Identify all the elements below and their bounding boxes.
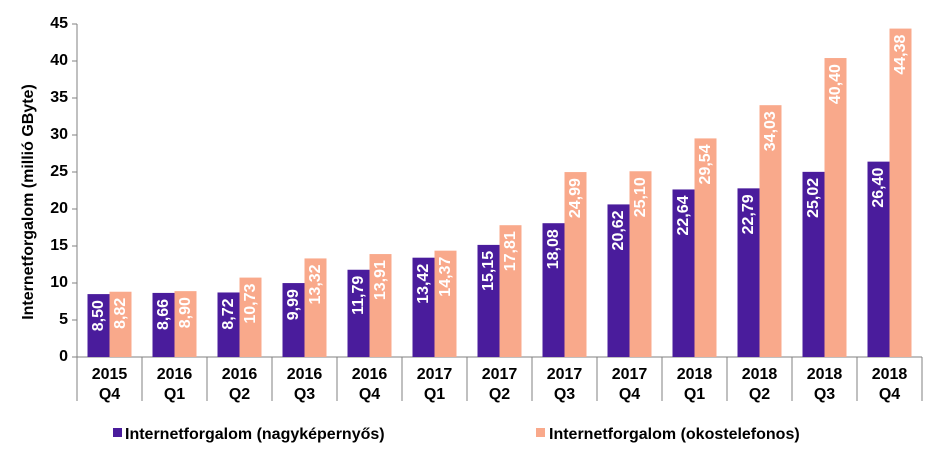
x-tick-label-quarter: Q3 [814,386,835,403]
x-tick-label-year: 2017 [612,366,648,383]
x-tick-label-year: 2017 [417,366,453,383]
bar-okostelefonos [174,291,197,357]
x-tick-label-quarter: Q3 [554,386,575,403]
x-tick-label-year: 2017 [482,366,518,383]
x-tick-label-quarter: Q2 [749,386,770,403]
data-label-nagykepernyos: 8,72 [220,298,237,329]
bar-okostelefonos [499,225,522,357]
x-tick-label-year: 2016 [352,366,388,383]
data-label-okostelefonos: 44,38 [892,34,909,74]
x-axis: 2015 Q4 2016 Q1 2016 Q2 2016 Q3 2016 Q4 2017 Q1 2017… [76,356,923,403]
y-tick-label: 25 [50,163,68,180]
y-tick-label: 35 [50,89,68,106]
x-tick-label-year: 2017 [547,366,583,383]
data-label-nagykepernyos: 25,02 [805,178,822,218]
y-tick-label: 5 [59,311,68,328]
x-tick-label-quarter: Q4 [359,386,380,403]
bar-nagykepernyos [217,292,240,357]
data-label-okostelefonos: 10,73 [242,284,259,324]
x-tick-label-year: 2018 [677,366,713,383]
bar-nagykepernyos [867,161,890,357]
legend-swatch-nagykepernyos [113,428,122,437]
data-label-nagykepernyos: 22,79 [740,194,757,234]
legend-label-nagykepernyos: Internetforgalom (nagyképernyős) [125,426,385,443]
data-label-okostelefonos: 34,03 [762,111,779,151]
data-label-okostelefonos: 25,10 [632,177,649,217]
x-tick-label-quarter: Q4 [619,386,640,403]
data-label-okostelefonos: 14,37 [437,257,454,297]
bar-nagykepernyos [672,189,695,357]
bar-okostelefonos [629,171,652,357]
x-tick-label-year: 2016 [287,366,323,383]
x-tick-label-quarter: Q2 [229,386,250,403]
data-label-nagykepernyos: 11,79 [350,276,367,315]
y-axis: 0 5 10 15 20 25 30 35 40 45 [50,15,78,365]
bar-nagykepernyos [737,188,760,357]
y-tick-label: 0 [59,348,68,365]
data-label-nagykepernyos: 22,64 [675,195,692,235]
bar-nagykepernyos [802,171,825,357]
bar-okostelefonos [564,172,587,357]
data-label-okostelefonos: 40,40 [827,64,844,104]
data-label-nagykepernyos: 9,99 [285,289,302,320]
y-axis-title: Internetforgalom (millió GByte) [20,84,37,320]
data-label-okostelefonos: 13,91 [372,260,389,300]
bar-nagykepernyos [282,283,305,357]
data-label-okostelefonos: 24,99 [567,178,584,218]
y-tick-label: 20 [50,200,68,217]
x-tick-label-quarter: Q1 [164,386,185,403]
data-label-nagykepernyos: 15,15 [480,251,497,291]
bar-nagykepernyos [152,292,175,357]
data-label-okostelefonos: 13,32 [307,264,324,304]
y-tick-label: 45 [50,15,68,32]
x-tick-label-quarter: Q4 [99,386,120,403]
bar-okostelefonos [694,138,717,357]
bar-okostelefonos [239,277,262,357]
x-tick-label-year: 2018 [872,366,908,383]
y-tick-label: 15 [50,237,68,254]
bar-okostelefonos [369,254,392,357]
bars [87,28,912,357]
data-label-nagykepernyos: 20,62 [610,210,627,250]
bar-nagykepernyos [477,244,500,357]
bar-nagykepernyos [542,223,565,357]
bar-nagykepernyos [412,257,435,357]
data-label-okostelefonos: 8,82 [112,298,129,329]
x-tick-label-year: 2015 [92,366,128,383]
legend-swatch-okostelefonos [536,428,545,437]
bar-okostelefonos [889,28,912,357]
bar-okostelefonos [759,105,782,357]
y-tick-label: 10 [50,274,68,291]
x-tick-label-quarter: Q2 [489,386,510,403]
data-label-okostelefonos: 29,54 [697,144,714,184]
bar-nagykepernyos [347,269,370,357]
y-tick-label: 40 [50,52,68,69]
x-tick-label-year: 2016 [157,366,193,383]
bar-okostelefonos [304,258,327,357]
data-label-nagykepernyos: 26,40 [870,168,887,208]
data-label-nagykepernyos: 18,08 [545,229,562,269]
bar-nagykepernyos [87,294,110,357]
x-tick-label-year: 2018 [742,366,778,383]
data-label-nagykepernyos: 8,50 [90,300,107,331]
data-label-nagykepernyos: 13,42 [415,264,432,304]
x-tick-label-year: 2016 [222,366,258,383]
x-tick-label-quarter: Q4 [879,386,900,403]
data-label-okostelefonos: 8,90 [177,297,194,328]
bar-okostelefonos [109,291,132,357]
legend-label-okostelefonos: Internetforgalom (okostelefonos) [549,426,800,443]
bar-okostelefonos [434,250,457,357]
x-tick-label-quarter: Q1 [684,386,705,403]
bar-nagykepernyos [607,204,630,357]
x-tick-label-year: 2018 [807,366,843,383]
x-tick-label-quarter: Q1 [424,386,445,403]
data-labels: 8,50 8,66 8,72 9,99 11,79 13,42 15,15 18,08 20,6… [90,34,909,331]
x-tick-label-quarter: Q3 [294,386,315,403]
bar-okostelefonos [824,58,847,357]
data-label-nagykepernyos: 8,66 [155,299,172,330]
y-tick-label: 30 [50,126,68,143]
data-label-okostelefonos: 17,81 [502,231,519,271]
legend: Internetforgalom (nagyképernyős) Interne… [113,426,800,443]
